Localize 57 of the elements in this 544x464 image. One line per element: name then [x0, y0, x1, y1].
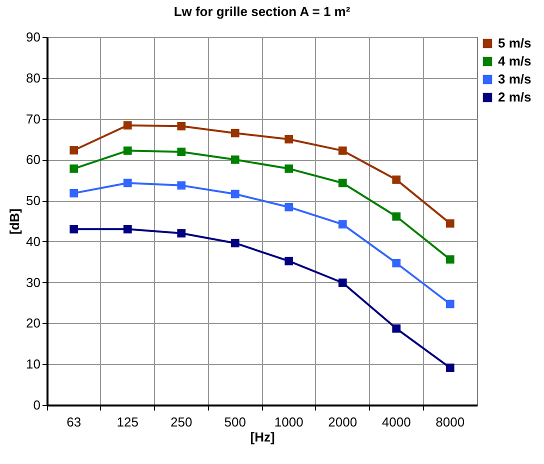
legend-label: 4 m/s [498, 54, 532, 68]
point [446, 255, 454, 264]
x-tick-label: 1000 [274, 414, 304, 430]
point [338, 178, 347, 188]
point [230, 190, 240, 198]
point [284, 202, 294, 212]
point [230, 155, 240, 164]
point [123, 121, 132, 130]
point [70, 189, 78, 198]
point [284, 256, 294, 266]
point [177, 181, 186, 190]
point [392, 258, 401, 268]
point [338, 146, 347, 155]
point [284, 164, 294, 173]
x-tick-label: 125 [116, 414, 138, 430]
y-axis-title: [dB] [7, 208, 22, 234]
point [230, 238, 240, 248]
legend-label: 5 m/s [498, 36, 532, 50]
y-tick-label: 60 [26, 152, 40, 168]
y-tick-label: 0 [33, 398, 40, 412]
y-tick-label: 30 [26, 274, 40, 290]
point [123, 224, 132, 234]
point [392, 324, 401, 333]
point [123, 178, 132, 188]
point [446, 219, 454, 228]
point [392, 212, 401, 221]
x-tick-label: 8000 [436, 414, 465, 430]
y-tick-label: 20 [26, 316, 40, 331]
point [177, 229, 186, 238]
point [230, 128, 240, 138]
point [392, 176, 401, 184]
point [446, 364, 454, 372]
x-tick-label: 63 [66, 414, 82, 430]
point [123, 146, 132, 155]
x-tick-label: 500 [224, 414, 246, 430]
point [446, 300, 454, 308]
y-tick-label: 90 [26, 30, 40, 44]
chart-title: Lw for grille section A = 1 m² [174, 4, 351, 19]
point [70, 146, 78, 154]
y-tick-label: 80 [26, 70, 40, 86]
y-tick-label: 40 [26, 234, 40, 249]
x-tick-label: 2000 [328, 414, 358, 430]
y-tick-label: 70 [26, 111, 40, 126]
point [177, 148, 186, 156]
point [177, 122, 186, 130]
y-tick-label: 50 [26, 193, 40, 208]
point [284, 135, 294, 144]
legend-label: 2 m/s [498, 90, 532, 104]
point [70, 164, 78, 173]
point [338, 278, 347, 287]
x-tick-label: 250 [170, 414, 192, 430]
x-tick-label: 4000 [382, 414, 411, 430]
point [338, 220, 347, 228]
y-tick-label: 10 [26, 356, 40, 372]
legend-label: 3 m/s [498, 72, 532, 86]
x-axis-title: [Hz] [250, 430, 275, 444]
point [70, 224, 78, 234]
